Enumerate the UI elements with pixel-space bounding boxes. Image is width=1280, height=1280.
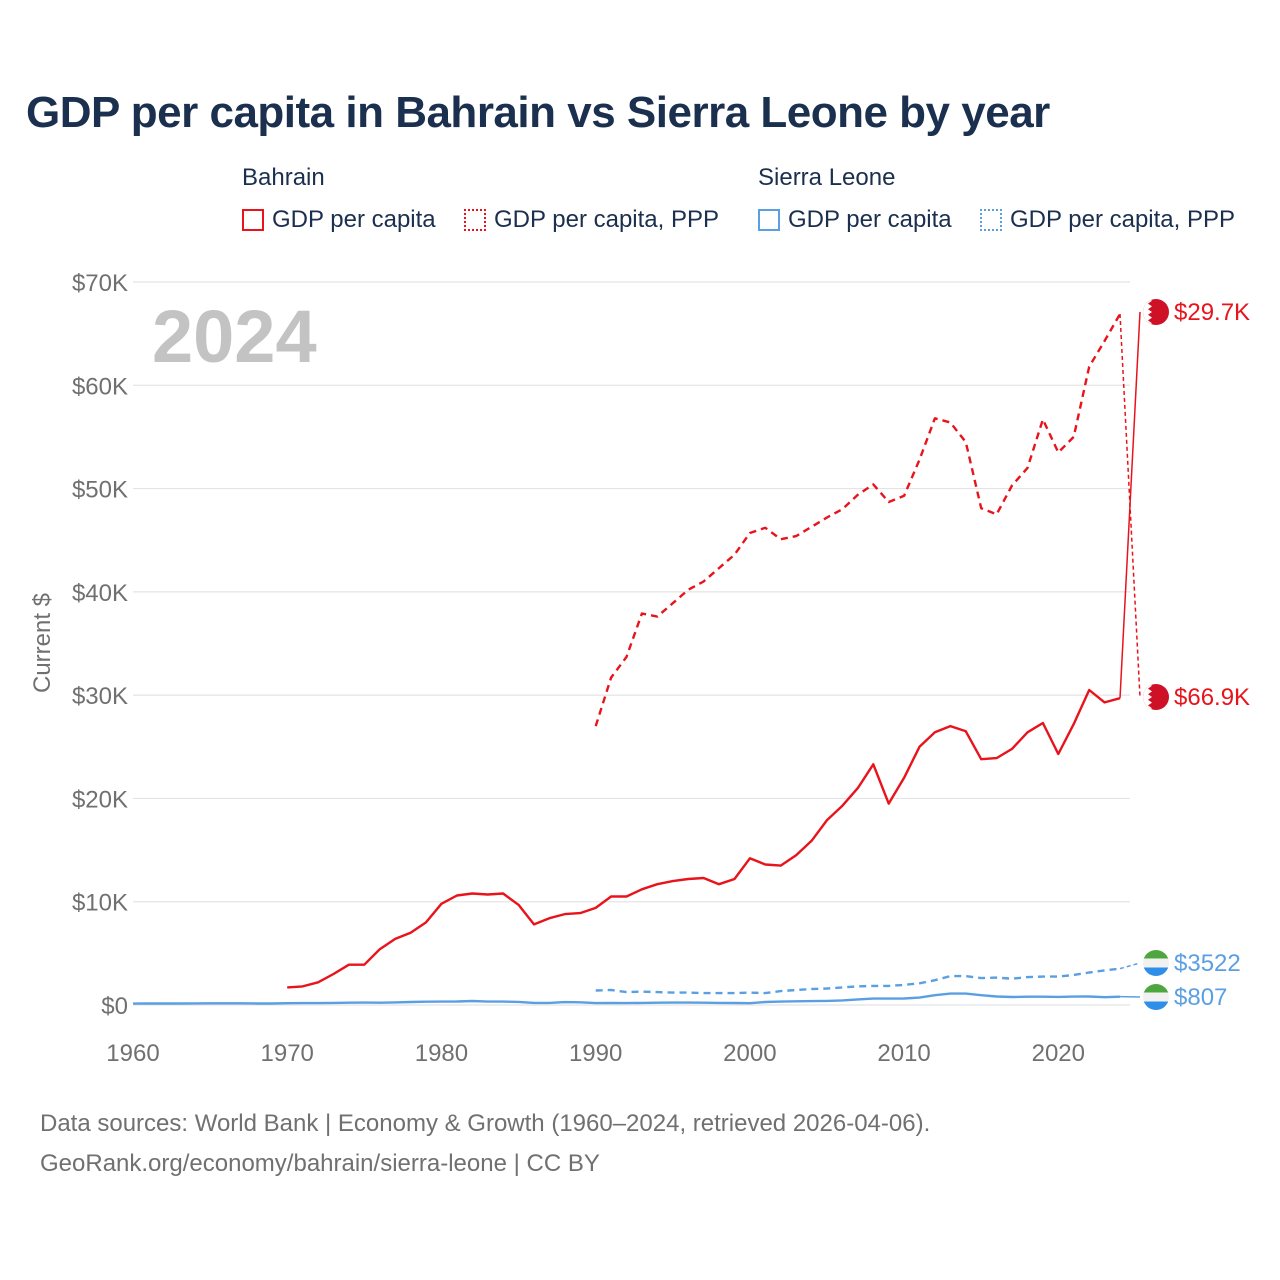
y-tick-label: $40K: [72, 580, 128, 607]
bahrain-flag-icon: [1143, 684, 1169, 710]
x-tick-label: 2000: [723, 1040, 776, 1067]
y-tick-label: $70K: [72, 270, 128, 297]
legend-swatch-bahrain-gdp: [242, 209, 264, 231]
sierra-leone-flag-icon: [1143, 950, 1169, 976]
legend-group-bahrain: Bahrain: [242, 164, 325, 191]
end-value-label-sierra-leone-gdp-per-capita-ppp: $3522: [1174, 950, 1241, 977]
legend-item-bahrain-gdp[interactable]: GDP per capita: [242, 206, 436, 234]
sierra-leone-flag-icon: [1143, 984, 1169, 1010]
end-value-label-bahrain-gdp-per-capita-ppp: $66.9K: [1174, 684, 1250, 711]
x-tick-label: 1980: [415, 1040, 468, 1067]
legend-label-sierra-leone-gdp-ppp: GDP per capita, PPP: [1010, 206, 1235, 233]
legend-swatch-sierra-leone-gdp: [758, 209, 780, 231]
y-tick-label: $60K: [72, 373, 128, 400]
x-tick-label: 1960: [106, 1040, 159, 1067]
y-tick-label: $50K: [72, 477, 128, 504]
y-tick-label: $0: [101, 993, 128, 1020]
legend-label-bahrain-gdp: GDP per capita: [272, 206, 436, 233]
series-line-bahrain-gdp-per-capita-ppp[interactable]: [594, 313, 1122, 727]
legend-label-sierra-leone-gdp: GDP per capita: [788, 206, 952, 233]
end-value-label-bahrain-gdp-per-capita: $29.7K: [1174, 299, 1250, 326]
y-tick-label: $10K: [72, 890, 128, 917]
legend-group-sierra-leone: Sierra Leone: [758, 164, 896, 191]
x-tick-label: 2010: [877, 1040, 930, 1067]
series-line-sierra-leone-gdp-per-capita[interactable]: [132, 992, 1121, 1005]
x-tick-label: 1990: [569, 1040, 622, 1067]
legend-item-bahrain-gdp-ppp[interactable]: GDP per capita, PPP: [464, 206, 719, 234]
y-tick-label: $20K: [72, 786, 128, 813]
year-watermark: 2024: [152, 295, 317, 378]
series-line-sierra-leone-gdp-per-capita-ppp[interactable]: [595, 967, 1121, 995]
legend-item-sierra-leone-gdp[interactable]: GDP per capita: [758, 206, 952, 234]
legend-swatch-bahrain-gdp-ppp: [464, 209, 486, 231]
series-line-bahrain-gdp-per-capita[interactable]: [287, 688, 1121, 989]
end-connector: [1119, 313, 1141, 698]
legend-swatch-sierra-leone-gdp-ppp: [980, 209, 1002, 231]
x-tick-label: 1970: [261, 1040, 314, 1067]
legend-item-sierra-leone-gdp-ppp[interactable]: GDP per capita, PPP: [980, 206, 1235, 234]
legend-label-bahrain-gdp-ppp: GDP per capita, PPP: [494, 206, 719, 233]
end-connector: [1119, 962, 1141, 970]
x-tick-label: 2020: [1032, 1040, 1085, 1067]
y-tick-label: $30K: [72, 683, 128, 710]
end-value-label-sierra-leone-gdp-per-capita: $807: [1174, 984, 1227, 1011]
footer-credit[interactable]: GeoRank.org/economy/bahrain/sierra-leone…: [40, 1150, 600, 1177]
footer-sources: Data sources: World Bank | Economy & Gro…: [40, 1110, 931, 1137]
chart-title: GDP per capita in Bahrain vs Sierra Leon…: [26, 88, 1050, 137]
y-axis-label: Current $: [29, 593, 56, 693]
bahrain-flag-icon: [1143, 299, 1169, 325]
